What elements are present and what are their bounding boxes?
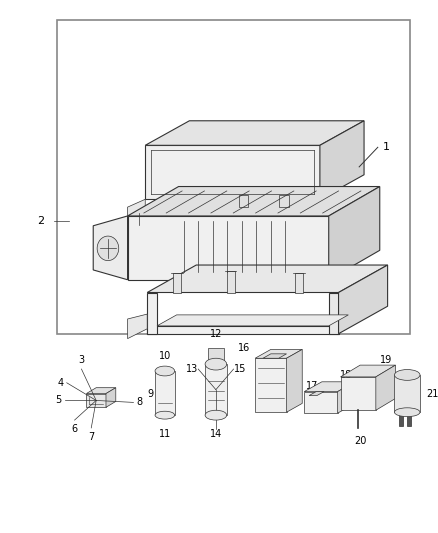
Text: 8: 8	[136, 398, 142, 407]
Text: 21: 21	[426, 389, 438, 399]
Ellipse shape	[205, 410, 227, 420]
Polygon shape	[205, 364, 227, 415]
Text: 3: 3	[78, 355, 85, 365]
Polygon shape	[106, 387, 116, 407]
Polygon shape	[147, 326, 339, 334]
Polygon shape	[338, 382, 355, 413]
Ellipse shape	[205, 358, 227, 370]
Polygon shape	[407, 412, 411, 426]
Text: 20: 20	[354, 436, 366, 446]
Polygon shape	[127, 216, 329, 280]
Polygon shape	[127, 199, 145, 229]
Polygon shape	[93, 216, 127, 280]
Polygon shape	[173, 273, 180, 293]
Polygon shape	[147, 265, 388, 293]
Polygon shape	[127, 187, 380, 216]
Polygon shape	[255, 350, 302, 358]
Polygon shape	[145, 121, 364, 146]
Polygon shape	[295, 273, 303, 293]
Text: 18: 18	[340, 370, 353, 380]
Polygon shape	[340, 377, 376, 410]
Text: 13: 13	[186, 364, 198, 374]
Text: 10: 10	[159, 351, 171, 361]
Polygon shape	[304, 382, 355, 392]
Text: 4: 4	[58, 378, 64, 388]
Polygon shape	[263, 354, 286, 358]
Text: 16: 16	[237, 343, 250, 353]
Ellipse shape	[97, 236, 119, 261]
Text: 12: 12	[210, 329, 222, 338]
Polygon shape	[339, 265, 388, 334]
Polygon shape	[376, 365, 396, 410]
Text: 19: 19	[379, 355, 392, 365]
Polygon shape	[155, 371, 175, 415]
Text: 11: 11	[159, 429, 171, 439]
Ellipse shape	[155, 411, 175, 419]
Text: 6: 6	[71, 424, 78, 434]
Text: 9: 9	[147, 389, 153, 399]
Text: 14: 14	[210, 429, 222, 439]
Polygon shape	[147, 293, 157, 334]
Ellipse shape	[395, 369, 420, 381]
Polygon shape	[86, 393, 106, 407]
Text: 15: 15	[233, 364, 246, 374]
Text: 1: 1	[383, 142, 390, 152]
Text: 2: 2	[37, 216, 44, 226]
Polygon shape	[255, 358, 286, 412]
Polygon shape	[57, 20, 410, 334]
Polygon shape	[127, 314, 147, 338]
Polygon shape	[304, 392, 338, 413]
Polygon shape	[320, 121, 364, 199]
Polygon shape	[239, 196, 248, 207]
Ellipse shape	[155, 366, 175, 376]
Polygon shape	[208, 349, 224, 362]
Polygon shape	[157, 315, 348, 326]
Polygon shape	[286, 350, 302, 412]
Ellipse shape	[395, 408, 420, 417]
Polygon shape	[329, 293, 339, 334]
Text: 5: 5	[56, 395, 62, 406]
Polygon shape	[340, 365, 396, 377]
Polygon shape	[395, 375, 420, 412]
Polygon shape	[399, 412, 403, 426]
Polygon shape	[86, 387, 116, 393]
Polygon shape	[309, 392, 324, 395]
Polygon shape	[145, 146, 320, 199]
Text: 17: 17	[306, 381, 318, 391]
Text: 7: 7	[88, 432, 94, 442]
Polygon shape	[227, 271, 234, 293]
Polygon shape	[279, 196, 289, 207]
Polygon shape	[329, 187, 380, 280]
